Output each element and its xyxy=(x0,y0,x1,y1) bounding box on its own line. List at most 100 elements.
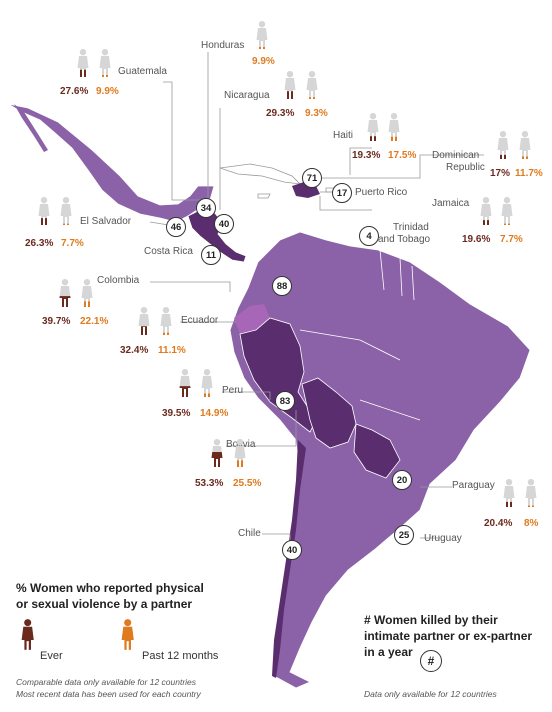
figure-base xyxy=(138,307,150,335)
legend-note-line2: Most recent data has been used for each … xyxy=(16,689,201,699)
figure-ever xyxy=(210,438,224,468)
figure-fill xyxy=(497,154,509,159)
legend-title-line2: or sexual violence by a partner xyxy=(16,597,193,611)
figure-base xyxy=(99,49,111,77)
figure-past-12-months xyxy=(98,48,112,78)
killed-badge-colombia: 88 xyxy=(272,276,292,296)
label-el-salvador: El Salvador xyxy=(80,216,132,227)
killed-badge-puerto-rico: 17 xyxy=(332,183,352,203)
killed-legend-note: Data only available for 12 countries xyxy=(364,689,497,699)
figure-base xyxy=(179,369,191,397)
label-dominican-2: Republic xyxy=(446,162,485,173)
label-puerto-rico: Puerto Rico xyxy=(355,187,408,198)
paraguay-shape xyxy=(353,423,401,479)
figure-base xyxy=(501,197,513,225)
figure-past-12-months xyxy=(305,70,319,100)
label-chile: Chile xyxy=(238,528,261,539)
figure-fill xyxy=(60,223,72,225)
figure-fill xyxy=(160,332,172,335)
pct-ever-nicaragua: 29.3% xyxy=(266,108,295,119)
figure-ever xyxy=(283,70,297,100)
figure-base xyxy=(367,113,379,141)
killed-legend-symbol: # xyxy=(420,650,442,672)
killed-badge-trinidad: 4 xyxy=(359,226,379,246)
figure-fill xyxy=(99,75,111,77)
killed-badge-uruguay: 25 xyxy=(394,525,414,545)
figure-fill xyxy=(256,47,268,49)
killed-badge-el-salvador: 46 xyxy=(166,217,186,237)
figure-fill xyxy=(121,619,134,650)
pct-past-honduras: 9.9% xyxy=(252,56,275,67)
figure-fill xyxy=(501,223,513,225)
figure-fill xyxy=(234,460,246,467)
figure-past-12-months xyxy=(518,130,532,160)
label-haiti: Haiti xyxy=(333,130,354,141)
figure-ever xyxy=(76,48,90,78)
figure-base xyxy=(256,21,268,49)
ecuador-shape xyxy=(234,304,270,334)
label-paraguay: Paraguay xyxy=(452,480,495,491)
figure-fill xyxy=(525,505,537,507)
pct-ever-ecuador: 32.4% xyxy=(120,345,149,356)
figure-fill xyxy=(211,452,223,467)
figure-ever xyxy=(479,196,493,226)
pct-ever-bolivia: 53.3% xyxy=(195,478,224,489)
figure-fill xyxy=(388,136,400,141)
pct-past-peru: 14.9% xyxy=(200,408,229,419)
figure-past-12-months xyxy=(255,20,269,50)
figure-base xyxy=(201,369,213,397)
pct-ever-haiti: 19.3% xyxy=(352,150,381,161)
figure-fill xyxy=(138,326,150,335)
leader-lines xyxy=(149,52,484,545)
pct-past-paraguay: 8% xyxy=(524,518,539,529)
guiana-borders xyxy=(299,249,421,421)
legend-note-line1: Comparable data only available for 12 co… xyxy=(16,677,197,687)
legend-title-line1: % Women who reported physical xyxy=(16,581,204,595)
label-dominican-1: Dominican xyxy=(432,150,480,161)
label-ecuador: Ecuador xyxy=(181,315,219,326)
legend-past-icon xyxy=(120,618,135,651)
label-trinidad-1: Trinidad xyxy=(393,222,429,233)
figure-fill xyxy=(21,619,34,650)
pct-ever-paraguay: 20.4% xyxy=(484,518,513,529)
pct-past-dominican: 11.7% xyxy=(515,168,543,179)
figure-past-12-months xyxy=(200,368,214,398)
figure-past-12-months xyxy=(387,112,401,142)
pct-past-colombia: 22.1% xyxy=(80,316,109,327)
figure-base xyxy=(388,113,400,141)
figure-past-12-months xyxy=(524,478,538,508)
figure-base xyxy=(59,279,71,307)
figure-base xyxy=(525,479,537,507)
label-uruguay: Uruguay xyxy=(424,533,462,544)
figure-ever xyxy=(137,306,151,336)
label-costa-rica: Costa Rica xyxy=(144,246,193,257)
figure-past-12-months xyxy=(80,278,94,308)
figure-fill xyxy=(306,97,318,99)
label-trinidad-2: and Tobago xyxy=(378,234,431,245)
legend-past-label: Past 12 months xyxy=(142,650,219,662)
pct-ever-guatemala: 27.6% xyxy=(60,86,89,97)
figure-ever xyxy=(496,130,510,160)
figure-base xyxy=(497,131,509,159)
bolivia-shape xyxy=(301,377,357,449)
figure-fill xyxy=(81,301,93,307)
figure-base xyxy=(503,479,515,507)
figure-base xyxy=(284,71,296,99)
figure-fill xyxy=(179,386,191,397)
figure-ever xyxy=(37,196,51,226)
figure-fill xyxy=(201,393,213,397)
baja-shape xyxy=(14,104,48,152)
killed-badge-chile: 40 xyxy=(282,540,302,560)
figure-fill xyxy=(367,136,379,141)
pct-past-el-salvador: 7.7% xyxy=(61,238,84,249)
pct-past-nicaragua: 9.3% xyxy=(305,108,328,119)
killed-badge-dominican: 71 xyxy=(302,168,322,188)
label-colombia: Colombia xyxy=(97,275,140,286)
jamaica-shape xyxy=(257,193,271,199)
killed-legend-line1: # Women killed by their xyxy=(364,613,498,627)
killed-badge-honduras: 40 xyxy=(214,214,234,234)
pct-past-haiti: 17.5% xyxy=(388,150,417,161)
label-nicaragua: Nicaragua xyxy=(224,90,270,101)
figure-past-12-months xyxy=(159,306,173,336)
figure-ever xyxy=(58,278,72,308)
